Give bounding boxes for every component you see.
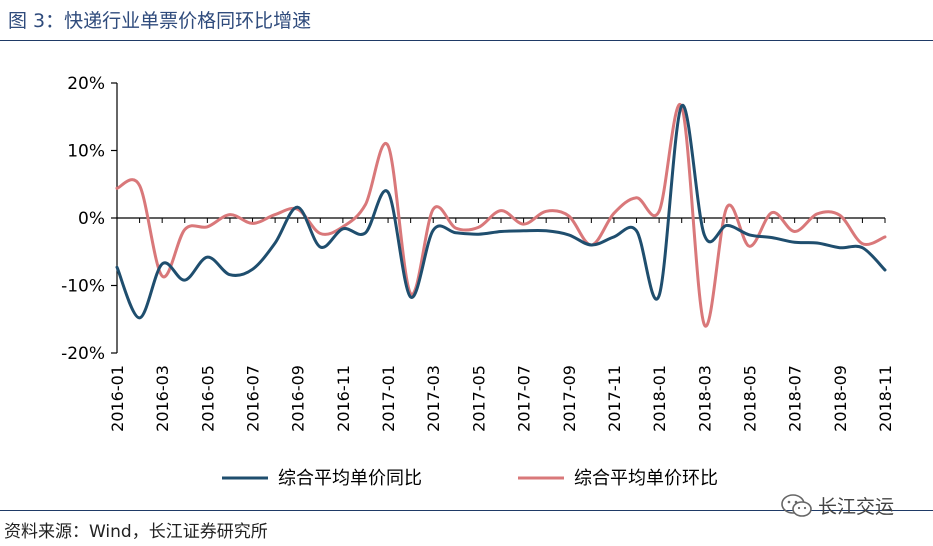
- series-lines: [115, 102, 887, 328]
- x-tick-label: 2017-01: [379, 365, 398, 432]
- y-tick-label: -20%: [61, 344, 105, 364]
- x-tick-label: 2018-07: [786, 365, 805, 432]
- x-tick-label: 2016-03: [153, 365, 172, 432]
- x-tick-label: 2016-07: [244, 365, 263, 432]
- watermark: 长江交运: [780, 492, 920, 520]
- x-tick-label: 2018-05: [740, 365, 759, 432]
- legend-label: 综合平均单价环比: [574, 468, 718, 489]
- y-axis: 20% 10% 0% -10% -20%: [61, 74, 118, 364]
- line-chart: 20%10%0%-10%-20% 2016-01 2016-03 2016-05 20…: [61, 74, 895, 489]
- figure-title: 图 3：快递行业单票价格同环比增速: [8, 10, 312, 32]
- y-tick-label: 0%: [78, 209, 105, 229]
- series-line-mom: [115, 102, 887, 328]
- x-tick-label: 2016-11: [334, 365, 353, 432]
- x-tick-label: 2016-05: [198, 365, 217, 432]
- x-tick-label: 2016-01: [108, 365, 127, 432]
- series-line-yoy: [115, 104, 887, 320]
- y-tick-label: -10%: [61, 277, 105, 297]
- x-tick-label: 2017-03: [424, 365, 443, 432]
- title-divider: [0, 40, 933, 41]
- y-tick-label: 20%: [67, 74, 105, 94]
- footer-divider: [0, 510, 933, 511]
- wechat-icon: [781, 494, 812, 517]
- source-note: 资料来源：Wind，长江证券研究所: [4, 522, 268, 542]
- x-tick-label: 2018-11: [876, 365, 895, 432]
- x-tick-label: 2017-05: [469, 365, 488, 432]
- x-axis: 2016-01 2016-03 2016-05 2016-07 2016-09 2016-…: [108, 217, 895, 432]
- x-tick-label: 2016-09: [289, 365, 308, 432]
- x-tick-label: 2017-11: [605, 365, 624, 432]
- legend: 综合平均单价同比 综合平均单价环比: [222, 468, 718, 489]
- x-tick-label: 2018-01: [650, 365, 669, 432]
- y-tick-label: 10%: [67, 142, 105, 162]
- watermark-text: 长江交运: [818, 496, 895, 518]
- legend-label: 综合平均单价同比: [278, 468, 422, 489]
- x-tick-label: 2017-09: [560, 365, 579, 432]
- x-tick-label: 2017-07: [515, 365, 534, 432]
- x-tick-label: 2018-09: [831, 365, 850, 432]
- x-tick-label: 2018-03: [695, 365, 714, 432]
